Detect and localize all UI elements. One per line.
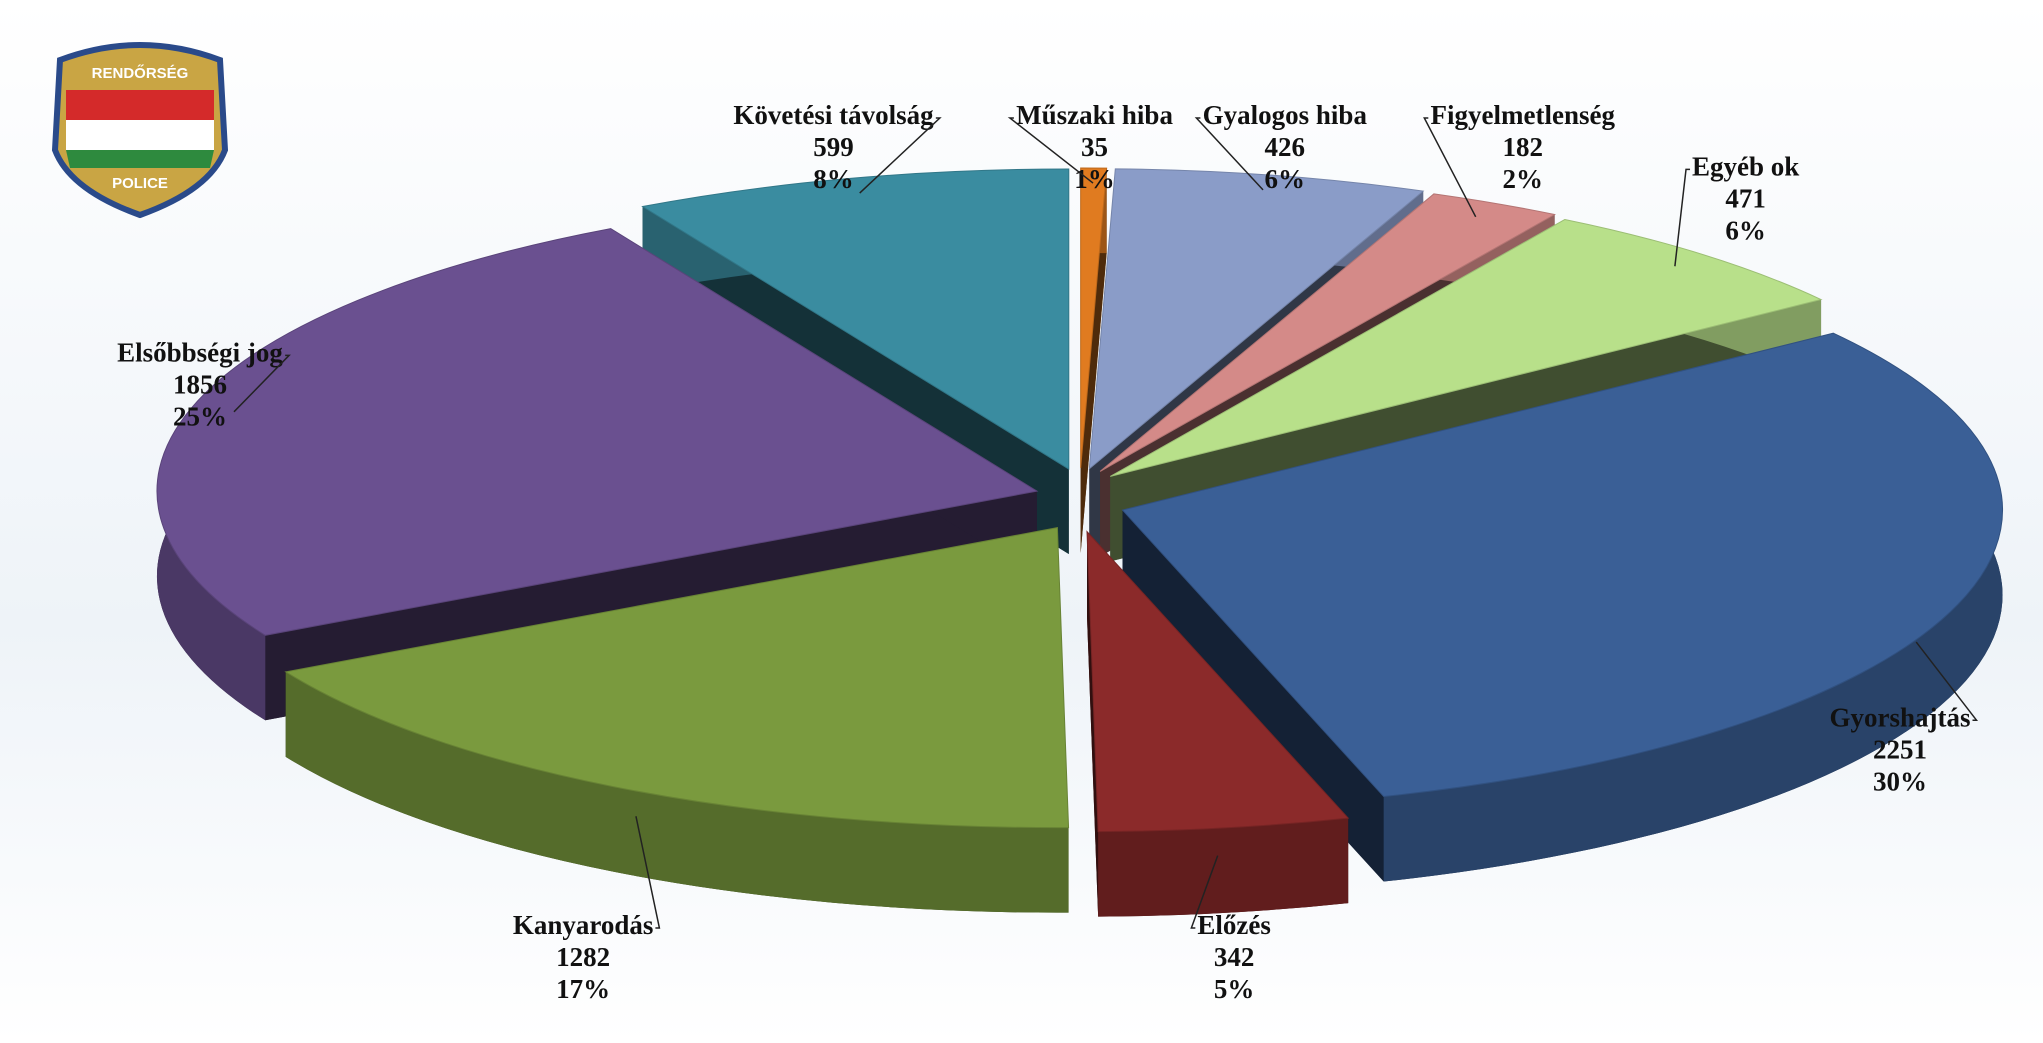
value-label: 599	[813, 132, 854, 162]
slice	[156, 228, 1039, 636]
value-label: 1856	[173, 370, 227, 400]
value-label: 35	[1081, 132, 1108, 162]
percent-label: 25%	[173, 402, 227, 432]
slice	[1099, 193, 1557, 472]
slice-side	[1098, 818, 1349, 917]
slice	[1080, 167, 1108, 469]
value-label: 2251	[1873, 734, 1927, 764]
value-label: 1282	[556, 942, 610, 972]
category-label: Gyalogos hiba	[1203, 100, 1368, 130]
logo: RENDŐRSÉG POLICE	[51, 42, 229, 219]
percent-label: 1%	[1074, 164, 1115, 194]
logo-bottom: POLICE	[112, 175, 168, 192]
percent-label: 6%	[1265, 164, 1306, 194]
value-label: 342	[1214, 942, 1255, 972]
percent-label: 5%	[1214, 974, 1255, 1004]
percent-label: 17%	[556, 974, 610, 1004]
value-label: 426	[1265, 132, 1306, 162]
slice	[1110, 218, 1823, 477]
slice-wall	[1087, 531, 1099, 917]
slice	[1086, 530, 1350, 833]
value-label: 471	[1725, 184, 1766, 214]
leader-line	[1194, 117, 1264, 191]
category-label: Figyelmetlenség	[1431, 100, 1616, 130]
percent-label: 6%	[1725, 216, 1766, 246]
slice-side	[285, 671, 1069, 913]
percent-label: 8%	[813, 164, 854, 194]
leader-line	[1007, 117, 1094, 184]
value-label: 182	[1503, 132, 1544, 162]
percent-label: 30%	[1873, 766, 1927, 796]
logo-red	[66, 90, 214, 120]
leader-line	[859, 117, 942, 194]
slice	[1088, 168, 1425, 470]
slice	[1121, 332, 2003, 798]
leader-line	[1190, 855, 1219, 929]
leader-line	[1674, 168, 1691, 267]
slice-wall	[1080, 168, 1107, 554]
category-label: Műszaki hiba	[1016, 100, 1173, 130]
category-label: Gyorshajtás	[1830, 702, 1971, 732]
logo-green	[66, 150, 214, 168]
logo-white	[66, 120, 214, 150]
percent-label: 2%	[1503, 164, 1544, 194]
slice	[641, 168, 1070, 470]
leader-line	[233, 354, 291, 413]
category-label: Előzés	[1197, 910, 1271, 940]
category-label: Elsőbbségi jog	[117, 338, 283, 368]
category-label: Kanyarodás	[513, 910, 654, 940]
leader-line	[1423, 117, 1477, 218]
category-label: Egyéb ok	[1692, 152, 1799, 182]
slice	[284, 527, 1070, 829]
logo-top: RENDŐRSÉG	[92, 64, 189, 82]
leader-line	[1915, 641, 1979, 721]
category-label: Követési távolság	[733, 100, 934, 130]
leader-line	[635, 816, 661, 929]
slice-side	[1383, 333, 2003, 882]
